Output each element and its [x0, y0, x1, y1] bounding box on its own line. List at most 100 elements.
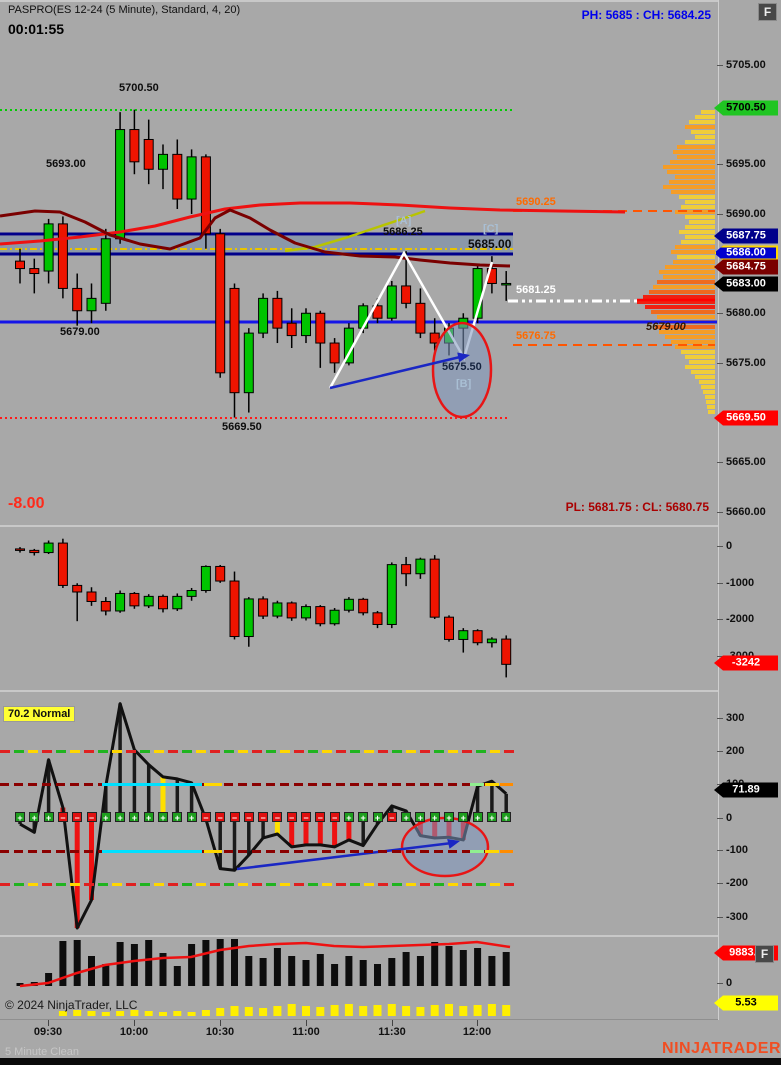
panel-separator-3[interactable] — [0, 935, 718, 937]
tick-mark — [717, 850, 723, 851]
tick-mark — [717, 983, 723, 984]
tick-mark — [717, 313, 723, 314]
tick-mark — [717, 164, 723, 165]
tick-mark — [717, 917, 723, 918]
price-axis-tick: 5695.00 — [726, 158, 766, 170]
panel-f-button[interactable]: F — [755, 945, 774, 963]
buy-signal-box: + — [415, 812, 426, 823]
time-axis-tick: 11:00 — [292, 1026, 320, 1038]
price-axis-tick: 5680.00 — [726, 307, 766, 319]
chart-f-button[interactable]: F — [758, 3, 777, 21]
prior-low-current-low-readout: PL: 5681.75 : CL: 5680.75 — [565, 500, 709, 514]
indicator-label: 70.2 Normal — [3, 706, 76, 722]
price-axis-tick: -1000 — [726, 577, 755, 589]
chart-annotation-label: 5676.75 — [516, 330, 556, 342]
price-marker-badge: 5687.75 — [714, 228, 778, 244]
tick-mark — [717, 583, 723, 584]
copyright-text: © 2024 NinjaTrader, LLC — [5, 998, 138, 1012]
sell-signal-box: − — [286, 812, 297, 823]
price-axis-tick: 0 — [726, 540, 733, 552]
price-axis-tick: 5690.00 — [726, 208, 766, 220]
price-marker-badge: -3242 — [714, 655, 778, 671]
price-marker-badge: 5683.00 — [714, 276, 778, 292]
threshold-line-segment — [102, 850, 202, 853]
tick-mark — [717, 546, 723, 547]
buy-signal-box: + — [458, 812, 469, 823]
tick-mark — [717, 656, 723, 657]
sell-signal-box: − — [272, 812, 283, 823]
sell-signal-box: − — [229, 812, 240, 823]
threshold-line — [0, 850, 514, 853]
sell-signal-box: − — [315, 812, 326, 823]
sell-signal-box: − — [72, 812, 83, 823]
price-axis-tick: 300 — [726, 712, 745, 724]
threshold-line-segment — [500, 850, 513, 853]
panel-separator-1[interactable] — [0, 525, 718, 527]
price-marker-badge: 5686.00 — [714, 245, 778, 261]
price-marker-badge: 5669.50 — [714, 410, 778, 426]
chart-annotation-label: 5679.00 — [646, 321, 686, 333]
tick-mark — [717, 784, 723, 785]
bar-countdown-timer: 00:01:55 — [8, 21, 65, 37]
x — [0, 0, 718, 2]
time-tick-mark — [134, 1020, 135, 1026]
tick-mark — [717, 818, 723, 819]
price-axis-tick: -200 — [726, 877, 749, 889]
sell-signal-box: − — [57, 812, 68, 823]
buy-signal-box: + — [143, 812, 154, 823]
buy-signal-box: + — [129, 812, 140, 823]
threshold-line — [0, 883, 514, 886]
sell-signal-box: − — [200, 812, 211, 823]
buy-signal-box: + — [372, 812, 383, 823]
buy-signal-box: + — [158, 812, 168, 823]
chart-annotation-label: 5675.50 — [442, 361, 482, 373]
buy-signal-box: + — [486, 812, 497, 823]
threshold-line — [0, 750, 514, 753]
price-marker-badge: 5684.75 — [714, 259, 778, 275]
sell-signal-box: − — [329, 812, 340, 823]
instrument-title: PASPRO(ES 12-24 (5 Minute), Standard, 4,… — [8, 4, 241, 16]
threshold-line-segment — [470, 783, 484, 786]
buy-signal-box: + — [472, 812, 483, 823]
chart-annotation-label: 5685.00 — [468, 237, 512, 251]
price-marker-badge: 71.89 — [714, 782, 778, 798]
tick-mark — [717, 214, 723, 215]
time-tick-mark — [306, 1020, 307, 1026]
time-axis-tick: 12:00 — [462, 1026, 492, 1038]
chart-annotation-label: 5686.25 — [383, 226, 423, 238]
threshold-line-segment — [485, 783, 499, 786]
price-axis-tick: 5675.00 — [726, 357, 766, 369]
time-axis-tick: 10:30 — [205, 1026, 235, 1038]
price-axis-tick: 5660.00 — [726, 506, 766, 518]
tab-5-minute-clean[interactable]: 5 Minute Clean — [5, 1046, 79, 1058]
tick-mark — [717, 65, 723, 66]
tick-mark — [717, 512, 723, 513]
price-axis-tick: 0 — [726, 977, 733, 989]
sell-signal-box: − — [215, 812, 226, 823]
tick-mark — [717, 883, 723, 884]
sell-signal-box: − — [258, 812, 269, 823]
panel-separator-2[interactable] — [0, 690, 718, 692]
sell-signal-box: − — [86, 812, 97, 823]
price-axis-tick: 5665.00 — [726, 456, 766, 468]
buy-signal-box: + — [401, 812, 412, 823]
threshold-line-segment — [485, 850, 499, 853]
tick-mark — [717, 462, 723, 463]
tick-mark — [717, 363, 723, 364]
price-axis-tick: -300 — [726, 911, 749, 923]
prior-high-current-high-readout: PH: 5685 : CH: 5684.25 — [581, 8, 711, 22]
buy-signal-box: + — [100, 812, 111, 823]
buy-signal-box: + — [429, 812, 440, 823]
threshold-line-segment — [102, 783, 202, 786]
chart-annotation-label: 5693.00 — [46, 158, 86, 170]
price-axis-tick: -100 — [726, 844, 749, 856]
price-axis-tick: 200 — [726, 745, 745, 757]
price-axis-tick: 0 — [726, 812, 733, 824]
time-axis-tick: 09:30 — [33, 1026, 63, 1038]
chart-annotation-label: 5679.00 — [60, 326, 100, 338]
buy-signal-box: + — [186, 812, 197, 823]
chart-annotation-label: [C] — [483, 223, 499, 235]
buy-signal-box: + — [343, 812, 354, 823]
tick-mark — [717, 718, 723, 719]
